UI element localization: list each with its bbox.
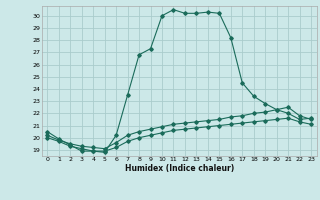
X-axis label: Humidex (Indice chaleur): Humidex (Indice chaleur) xyxy=(124,164,234,173)
